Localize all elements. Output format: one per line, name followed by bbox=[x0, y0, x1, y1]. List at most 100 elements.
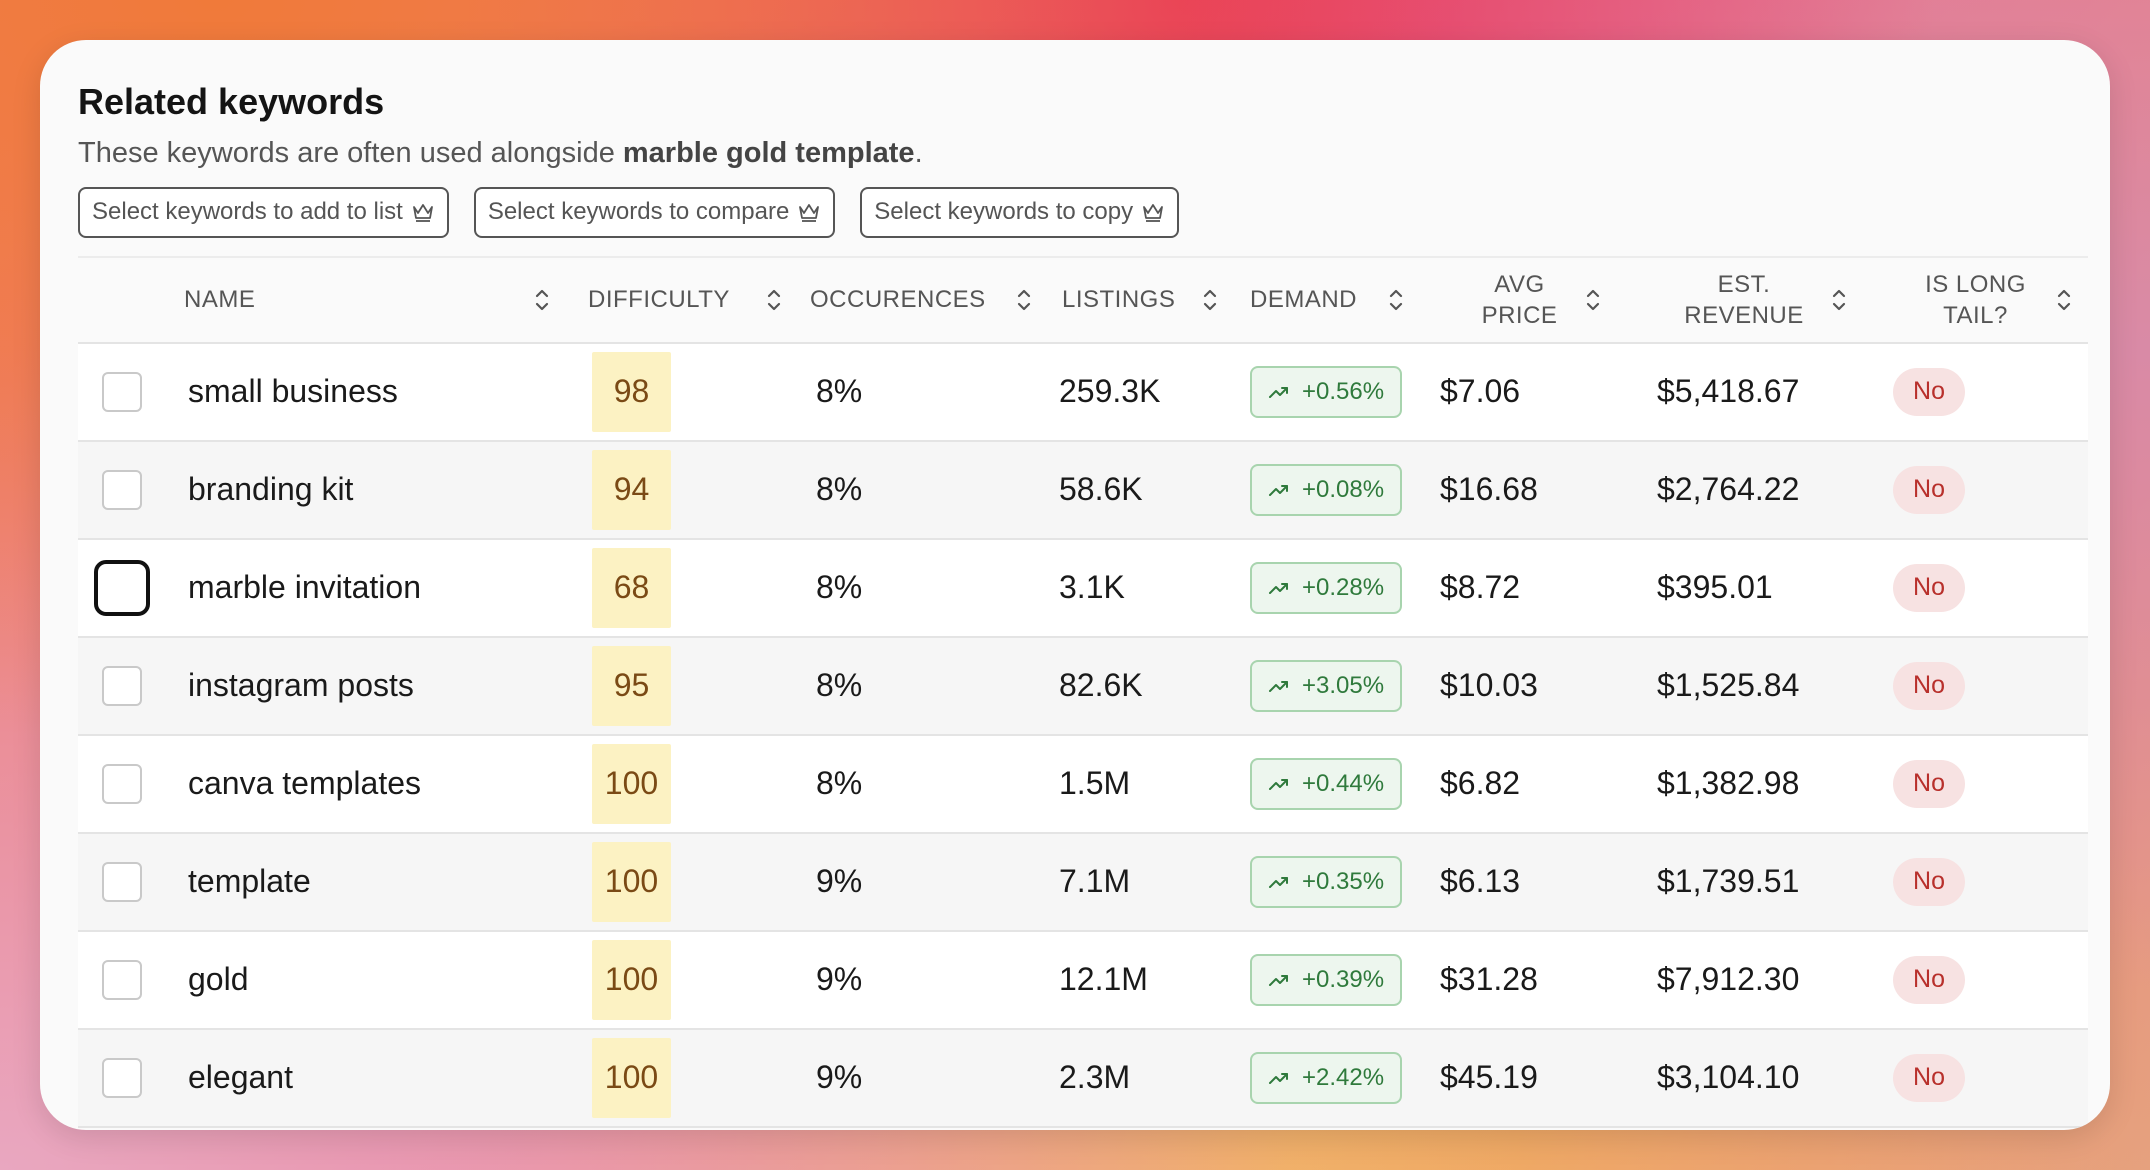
demand-badge: +0.44% bbox=[1250, 757, 1403, 810]
demand-value: +0.39% bbox=[1302, 965, 1385, 993]
header-long-tail[interactable]: IS LONG TAIL? bbox=[1893, 255, 2088, 344]
sort-updown-icon bbox=[1200, 285, 1220, 315]
subtitle-prefix: These keywords are often used alongside bbox=[78, 137, 623, 169]
table-row: marble invitation 68 8% 3.1K +0.28% $8.7… bbox=[78, 538, 2088, 638]
header-avg-price[interactable]: AVG PRICE bbox=[1436, 255, 1639, 344]
header-occurences[interactable]: OCCURENCES bbox=[800, 255, 1052, 344]
demand-value: +0.44% bbox=[1302, 769, 1385, 797]
occurences-cell: 8% bbox=[800, 342, 1052, 442]
difficulty-cell: 98 bbox=[578, 342, 800, 442]
header-listings[interactable]: LISTINGS bbox=[1052, 255, 1244, 344]
header-est-revenue-line2: REVENUE bbox=[1684, 301, 1804, 329]
header-demand[interactable]: DEMAND bbox=[1244, 255, 1436, 344]
difficulty-cell: 100 bbox=[578, 1028, 800, 1128]
select-cell bbox=[78, 1028, 156, 1128]
est-revenue-cell: $2,764.22 bbox=[1639, 440, 1893, 540]
row-checkbox[interactable] bbox=[102, 1057, 142, 1098]
crown-icon bbox=[1141, 201, 1165, 223]
select-cell bbox=[78, 930, 156, 1030]
occurences-cell: 9% bbox=[800, 832, 1052, 932]
crown-icon bbox=[411, 201, 435, 223]
sort-updown-icon bbox=[1829, 285, 1849, 315]
header-est-revenue[interactable]: EST. REVENUE bbox=[1639, 255, 1893, 344]
difficulty-badge: 68 bbox=[592, 547, 671, 628]
subtitle-suffix: . bbox=[914, 137, 923, 169]
trend-up-icon bbox=[1269, 386, 1288, 398]
subtitle-keyword: marble gold template bbox=[622, 137, 915, 169]
occurences-cell: 9% bbox=[800, 930, 1052, 1030]
header-name[interactable]: NAME bbox=[156, 255, 578, 344]
keyword-name[interactable]: small business bbox=[156, 342, 578, 442]
table-row: instagram posts 95 8% 82.6K +3.05% $10.0… bbox=[78, 636, 2088, 736]
row-checkbox[interactable] bbox=[102, 665, 142, 706]
difficulty-cell: 100 bbox=[578, 734, 800, 834]
demand-cell: +0.08% bbox=[1244, 440, 1436, 540]
long-tail-cell: No bbox=[1893, 1028, 2088, 1128]
listings-cell: 1.5M bbox=[1052, 734, 1244, 834]
compare-label: Select keywords to compare bbox=[487, 198, 790, 226]
row-checkbox[interactable] bbox=[102, 861, 142, 902]
demand-value: +0.56% bbox=[1302, 377, 1385, 405]
row-checkbox[interactable] bbox=[102, 763, 142, 804]
keyword-name[interactable]: marble invitation bbox=[156, 538, 578, 638]
long-tail-badge: No bbox=[1893, 1053, 1965, 1102]
keyword-name[interactable]: gold bbox=[156, 930, 578, 1030]
select-cell bbox=[78, 342, 156, 442]
row-checkbox[interactable] bbox=[102, 959, 142, 1000]
difficulty-cell: 95 bbox=[578, 636, 800, 736]
keyword-name[interactable]: elegant bbox=[156, 1028, 578, 1128]
avg-price-cell: $31.28 bbox=[1436, 930, 1639, 1030]
long-tail-cell: No bbox=[1893, 636, 2088, 736]
difficulty-badge: 100 bbox=[592, 841, 671, 922]
table-row: template 100 9% 7.1M +0.35% $6.13 $1,739… bbox=[78, 832, 2088, 932]
est-revenue-cell: $5,418.67 bbox=[1639, 342, 1893, 442]
demand-badge: +3.05% bbox=[1250, 659, 1403, 712]
listings-cell: 7.1M bbox=[1052, 832, 1244, 932]
sort-updown-icon bbox=[1014, 285, 1034, 315]
keyword-name[interactable]: canva templates bbox=[156, 734, 578, 834]
difficulty-badge: 98 bbox=[592, 351, 671, 432]
keyword-name[interactable]: branding kit bbox=[156, 440, 578, 540]
difficulty-cell: 100 bbox=[578, 930, 800, 1030]
demand-badge: +2.42% bbox=[1250, 1051, 1403, 1104]
table-row: gold 100 9% 12.1M +0.39% $31.28 $7,912.3… bbox=[78, 930, 2088, 1030]
est-revenue-cell: $1,739.51 bbox=[1639, 832, 1893, 932]
avg-price-cell: $45.19 bbox=[1436, 1028, 1639, 1128]
trend-up-icon bbox=[1269, 484, 1288, 496]
demand-value: +0.08% bbox=[1302, 475, 1385, 503]
table-header-row: NAME DIFFICULTY OCCURENCES LISTINGS DEMA… bbox=[78, 255, 2088, 344]
header-difficulty-label: DIFFICULTY bbox=[588, 286, 730, 314]
action-bar: Select keywords to add to list Select ke… bbox=[78, 186, 2072, 238]
sort-updown-icon bbox=[1583, 285, 1603, 315]
est-revenue-cell: $1,525.84 bbox=[1639, 636, 1893, 736]
demand-badge: +0.35% bbox=[1250, 855, 1403, 908]
header-difficulty[interactable]: DIFFICULTY bbox=[578, 255, 800, 344]
sort-updown-icon bbox=[2054, 285, 2074, 315]
demand-badge: +0.28% bbox=[1250, 561, 1403, 614]
avg-price-cell: $10.03 bbox=[1436, 636, 1639, 736]
related-keywords-card: Related keywords These keywords are ofte… bbox=[40, 40, 2110, 1130]
long-tail-badge: No bbox=[1893, 563, 1965, 612]
demand-cell: +3.05% bbox=[1244, 636, 1436, 736]
header-avg-price-line2: PRICE bbox=[1481, 301, 1558, 329]
keyword-name[interactable]: template bbox=[156, 832, 578, 932]
trend-up-icon bbox=[1269, 778, 1288, 790]
row-checkbox[interactable] bbox=[94, 559, 150, 616]
compare-button[interactable]: Select keywords to compare bbox=[473, 186, 836, 238]
select-cell bbox=[78, 440, 156, 540]
listings-cell: 12.1M bbox=[1052, 930, 1244, 1030]
copy-button[interactable]: Select keywords to copy bbox=[860, 186, 1180, 238]
select-cell bbox=[78, 636, 156, 736]
long-tail-badge: No bbox=[1893, 759, 1965, 808]
keyword-name[interactable]: instagram posts bbox=[156, 636, 578, 736]
row-checkbox[interactable] bbox=[102, 469, 142, 510]
row-checkbox[interactable] bbox=[102, 371, 142, 412]
difficulty-badge: 100 bbox=[592, 1037, 671, 1118]
header-avg-price-line1: AVG bbox=[1494, 270, 1545, 298]
trend-up-icon bbox=[1269, 582, 1288, 594]
difficulty-badge: 94 bbox=[592, 449, 671, 530]
long-tail-badge: No bbox=[1893, 955, 1965, 1004]
add-to-list-button[interactable]: Select keywords to add to list bbox=[78, 186, 449, 238]
difficulty-badge: 100 bbox=[592, 939, 671, 1020]
long-tail-badge: No bbox=[1893, 661, 1965, 710]
